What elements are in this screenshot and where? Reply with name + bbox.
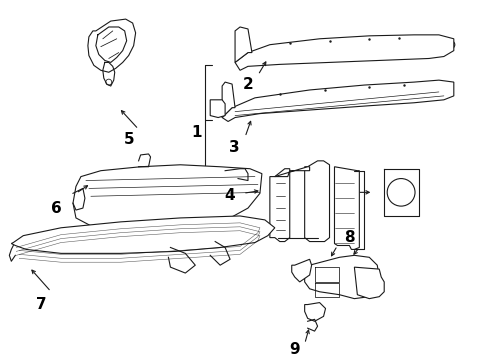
Text: 7: 7 xyxy=(36,297,47,312)
Circle shape xyxy=(422,85,432,95)
Text: 4: 4 xyxy=(225,188,235,203)
Circle shape xyxy=(102,183,109,190)
Polygon shape xyxy=(88,19,136,72)
Circle shape xyxy=(106,79,112,85)
Text: 5: 5 xyxy=(123,132,134,147)
Polygon shape xyxy=(235,27,252,62)
Text: 3: 3 xyxy=(229,140,240,154)
Polygon shape xyxy=(275,167,310,177)
Text: 8: 8 xyxy=(344,230,355,245)
Circle shape xyxy=(387,179,415,206)
Polygon shape xyxy=(305,255,379,299)
Circle shape xyxy=(447,41,455,49)
Circle shape xyxy=(197,175,204,182)
Polygon shape xyxy=(292,259,312,282)
Circle shape xyxy=(321,271,327,277)
Polygon shape xyxy=(270,169,290,242)
Polygon shape xyxy=(354,267,384,299)
Circle shape xyxy=(329,271,336,277)
Polygon shape xyxy=(335,167,359,249)
Circle shape xyxy=(329,286,336,292)
Polygon shape xyxy=(11,216,275,253)
Text: 2: 2 xyxy=(243,77,253,91)
Polygon shape xyxy=(210,100,225,117)
Text: 1: 1 xyxy=(191,125,201,140)
Text: 9: 9 xyxy=(290,342,300,357)
Polygon shape xyxy=(305,161,329,242)
Circle shape xyxy=(321,286,327,292)
Polygon shape xyxy=(235,35,454,70)
Circle shape xyxy=(424,40,434,50)
Circle shape xyxy=(147,177,154,184)
Polygon shape xyxy=(222,80,454,121)
Polygon shape xyxy=(222,82,235,117)
Polygon shape xyxy=(73,165,262,230)
Text: 6: 6 xyxy=(50,201,61,216)
Polygon shape xyxy=(305,302,325,321)
